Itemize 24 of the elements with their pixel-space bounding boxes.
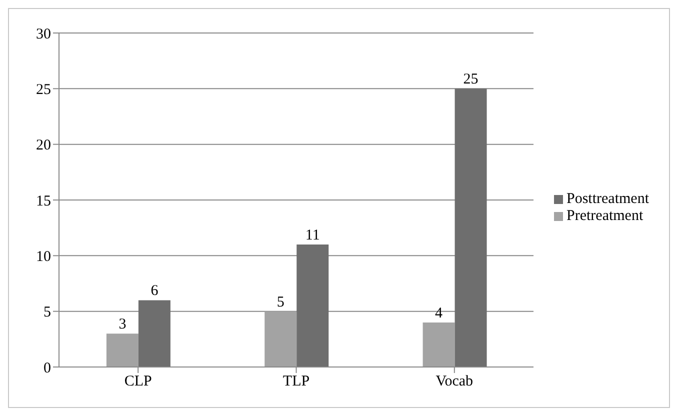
y-tick-label: 5: [44, 304, 51, 321]
bar: [296, 244, 329, 367]
x-tick-label: CLP: [124, 374, 152, 390]
y-tick-label: 0: [44, 360, 51, 376]
data-label: 5: [276, 294, 284, 310]
bar: [454, 88, 487, 367]
bar: [422, 322, 455, 367]
data-label: 6: [150, 283, 159, 300]
x-tick-label: Vocab: [436, 374, 474, 390]
data-label: 4: [435, 305, 444, 322]
legend-label: Posttreatment: [566, 191, 649, 207]
bar: [106, 334, 138, 367]
y-tick-label: 15: [36, 193, 51, 210]
legend-label: Pretreatment: [566, 208, 644, 224]
y-tick-label: 30: [36, 26, 51, 42]
data-label: 3: [118, 316, 126, 333]
bar: [264, 311, 297, 367]
bar: [138, 300, 170, 367]
data-label: 11: [305, 228, 320, 244]
y-tick-label: 25: [36, 82, 51, 98]
x-tick-label: TLP: [282, 374, 310, 390]
y-tick-label: 20: [36, 138, 51, 154]
data-label: 25: [463, 72, 478, 88]
y-tick-label: 10: [36, 248, 51, 265]
